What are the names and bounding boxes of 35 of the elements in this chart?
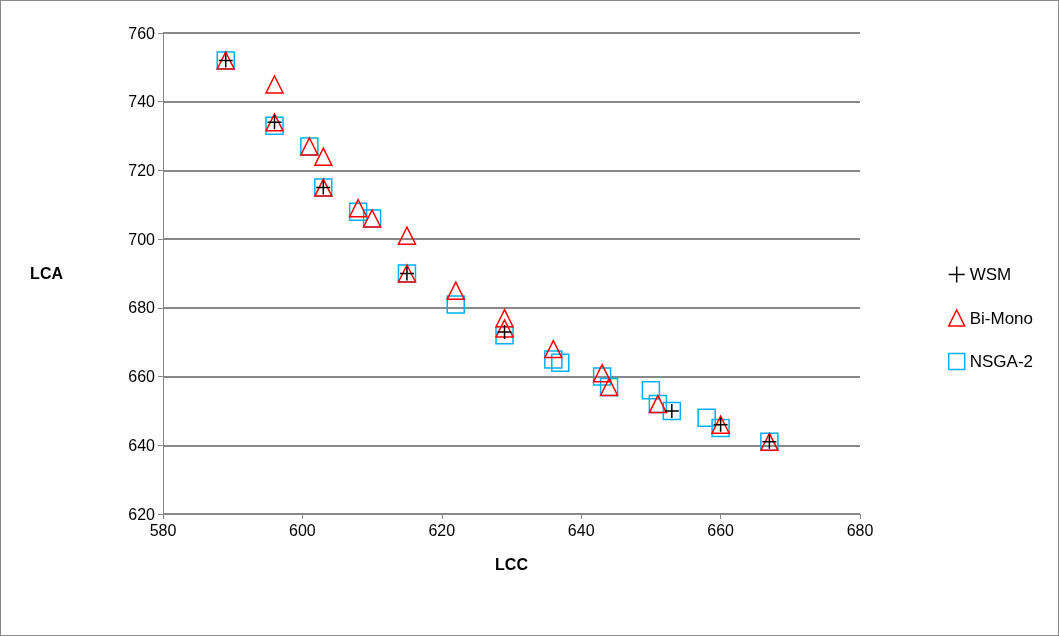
point <box>496 324 513 340</box>
y-tick-label: 760 <box>128 24 156 42</box>
x-tick-label: 640 <box>567 521 595 539</box>
x-tick-label: 600 <box>289 521 316 539</box>
x-tick-label: 620 <box>428 521 456 539</box>
point <box>544 339 563 359</box>
point <box>551 353 570 373</box>
point <box>495 326 514 345</box>
y-axis-title: LCA <box>30 265 64 282</box>
legend-label: Bi-Mono <box>969 308 1034 328</box>
point <box>495 308 514 328</box>
point <box>544 350 563 369</box>
x-tick-label: 680 <box>846 521 874 539</box>
point <box>711 418 730 438</box>
y-tick-label: 660 <box>128 368 156 386</box>
point <box>397 226 417 245</box>
point <box>446 281 465 300</box>
point <box>314 147 333 166</box>
point <box>446 295 465 314</box>
y-tick-label: 740 <box>128 93 156 111</box>
point <box>641 381 661 400</box>
y-tick-label: 720 <box>128 161 156 179</box>
x-tick-label: 660 <box>707 521 735 539</box>
point <box>495 319 514 338</box>
x-axis-title: LCC <box>495 555 529 573</box>
x-tick-label: 580 <box>149 521 177 539</box>
y-tick-label: 620 <box>128 505 156 523</box>
point <box>697 408 716 428</box>
y-tick-label: 680 <box>128 299 156 317</box>
legend-label: NSGA-2 <box>969 352 1033 371</box>
point <box>265 75 284 94</box>
y-tick-label: 640 <box>128 436 156 454</box>
y-tick-label: 700 <box>128 230 156 248</box>
legend-label: WSM <box>969 265 1012 284</box>
point <box>265 116 284 136</box>
